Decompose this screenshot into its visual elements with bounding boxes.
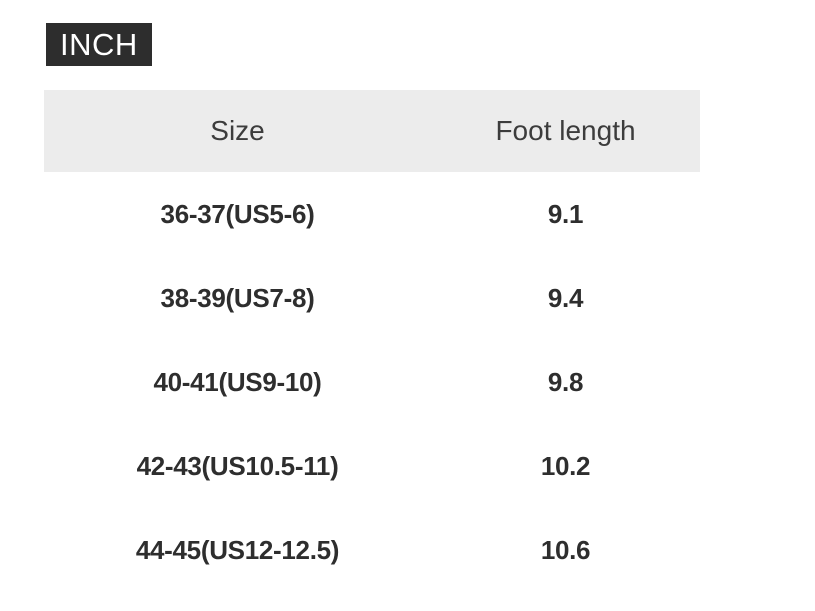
foot-length-cell: 9.1 (431, 172, 700, 256)
size-cell: 36-37(US5-6) (44, 172, 432, 256)
column-header-foot-length: Foot length (431, 90, 700, 172)
column-header-size: Size (44, 90, 432, 172)
table-row: 44-45(US12-12.5) 10.6 (44, 508, 700, 592)
foot-length-cell: 9.4 (431, 256, 700, 340)
table-header-row: Size Foot length (44, 90, 700, 172)
foot-length-cell: 10.6 (431, 508, 700, 592)
table-row: 40-41(US9-10) 9.8 (44, 340, 700, 424)
foot-length-cell: 10.2 (431, 424, 700, 508)
table-row: 38-39(US7-8) 9.4 (44, 256, 700, 340)
unit-badge: INCH (46, 23, 152, 66)
table-row: 42-43(US10.5-11) 10.2 (44, 424, 700, 508)
size-cell: 44-45(US12-12.5) (44, 508, 432, 592)
size-cell: 38-39(US7-8) (44, 256, 432, 340)
size-cell: 42-43(US10.5-11) (44, 424, 432, 508)
table-row: 36-37(US5-6) 9.1 (44, 172, 700, 256)
size-cell: 40-41(US9-10) (44, 340, 432, 424)
size-table: Size Foot length 36-37(US5-6) 9.1 38-39(… (44, 90, 700, 592)
foot-length-cell: 9.8 (431, 340, 700, 424)
